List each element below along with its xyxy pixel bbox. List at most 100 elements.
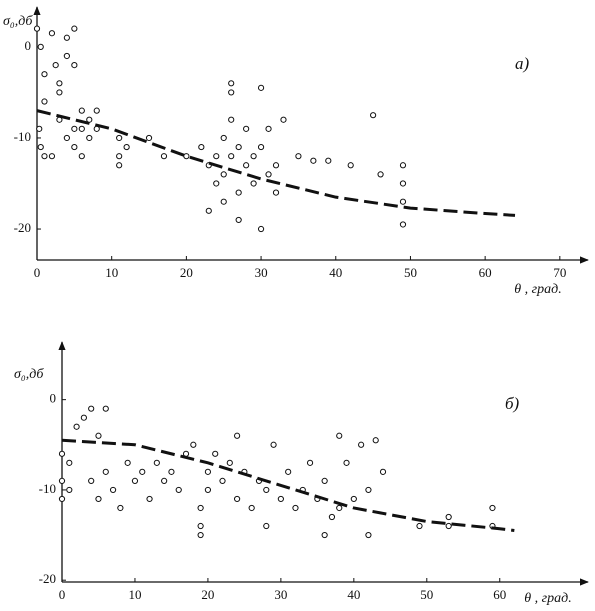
data-point [228,116,235,123]
x-tick-label: 20 [201,587,214,602]
data-point [63,34,70,41]
data-point [175,486,182,494]
data-point [204,468,212,475]
data-point [41,153,48,160]
data-point [243,125,250,132]
x-tick-label: 30 [255,265,268,280]
data-point [379,468,387,475]
fit-curve [36,109,516,217]
data-point [116,134,123,142]
data-point [58,450,66,457]
data-point [58,495,66,503]
data-point [399,180,407,187]
data-point [445,513,452,521]
data-point [228,89,235,96]
data-point [277,495,284,503]
data-point [370,112,377,119]
y-tick-label: 0 [50,391,57,406]
data-point [233,432,241,439]
data-point [265,125,272,132]
data-point [219,477,226,484]
data-point [145,134,153,142]
data-point [41,71,48,78]
data-point [343,459,350,466]
data-point [198,143,205,151]
data-point [399,221,407,228]
data-point [350,495,357,503]
data-point [88,405,95,412]
data-point [102,468,109,475]
data-point [310,157,317,164]
data-point [48,30,56,37]
data-point [265,171,272,178]
data-point [71,25,78,32]
data-point [168,468,175,475]
data-point [63,52,70,60]
data-point [37,143,44,151]
data-point [66,459,73,466]
data-point [336,432,343,439]
x-tick-label: 10 [128,587,141,602]
data-point [292,504,299,512]
data-point [41,98,48,105]
data-point [36,125,43,132]
data-point [372,437,379,444]
data-point [102,405,109,412]
data-point [328,513,336,521]
data-point [190,441,197,448]
data-point [197,504,204,512]
data-point [80,414,87,421]
data-point [117,504,124,512]
data-point [285,468,292,475]
data-point [235,216,242,224]
data-point [365,486,372,494]
data-point [213,180,220,187]
data-point [235,189,242,196]
data-point [56,80,63,87]
data-point [71,61,78,69]
data-point [358,441,365,448]
data-point [197,531,204,539]
x-tick-label: 20 [180,265,193,280]
data-point [416,522,423,530]
data-point [272,162,280,169]
data-point [257,225,265,233]
data-point [71,125,78,132]
data-point [325,157,332,164]
data-point [213,153,220,160]
data-point [205,207,212,214]
data-point [204,486,212,494]
data-point [226,459,233,466]
data-point [263,522,270,530]
data-point [71,143,78,151]
y-tick-label: 0 [25,38,32,53]
data-point [347,162,354,169]
data-point [212,450,219,457]
data-point [78,107,85,114]
data-point [86,134,93,142]
x-axis-label: θ , град. [524,591,571,606]
x-tick-label: 40 [347,587,360,602]
data-point [220,134,227,142]
data-point [93,107,100,114]
data-point [95,495,102,503]
data-point [399,162,407,169]
x-axis-label: θ , град. [514,282,561,297]
data-point [243,162,250,169]
data-point [336,504,343,512]
data-point [233,495,241,503]
data-point [197,522,204,530]
data-point [295,153,302,160]
data-point [220,198,227,205]
x-tick-label: 30 [274,587,287,602]
data-point [161,477,168,484]
data-point [78,125,85,132]
data-point [124,459,131,466]
data-point [160,153,168,160]
data-point [399,198,407,205]
panel-label: а) [515,54,530,73]
data-point [270,441,277,448]
data-point [153,459,160,466]
data-point [116,153,123,160]
